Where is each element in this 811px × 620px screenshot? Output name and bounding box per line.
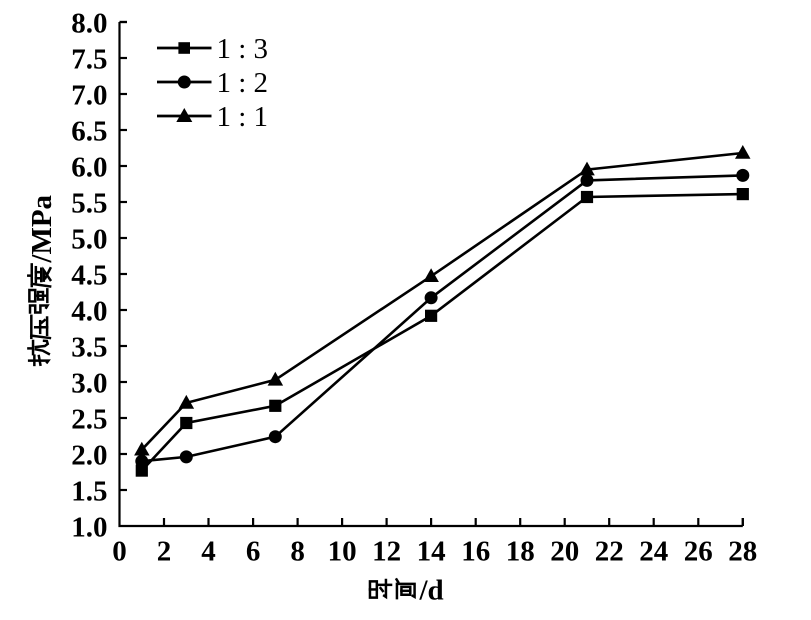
svg-text:1 : 1: 1 : 1 <box>217 101 269 133</box>
svg-text:4.5: 4.5 <box>71 260 107 292</box>
svg-text:20: 20 <box>550 536 579 568</box>
svg-text:7.5: 7.5 <box>71 44 107 76</box>
svg-text:14: 14 <box>417 536 446 568</box>
svg-text:4.0: 4.0 <box>71 296 107 328</box>
svg-text:24: 24 <box>639 536 668 568</box>
svg-text:4: 4 <box>201 536 216 568</box>
svg-text:6: 6 <box>246 536 261 568</box>
svg-text:1 : 2: 1 : 2 <box>217 67 269 99</box>
svg-text:0: 0 <box>112 536 127 568</box>
svg-text:8.0: 8.0 <box>71 8 107 40</box>
svg-text:7.0: 7.0 <box>71 80 107 112</box>
svg-text:2: 2 <box>157 536 172 568</box>
svg-text:16: 16 <box>461 536 490 568</box>
svg-text:1.5: 1.5 <box>71 476 107 508</box>
svg-text:/d: /d <box>419 575 444 607</box>
svg-text:12: 12 <box>372 536 401 568</box>
svg-text:1.0: 1.0 <box>71 512 107 544</box>
svg-text:22: 22 <box>595 536 624 568</box>
svg-text:2.0: 2.0 <box>71 440 107 472</box>
svg-text:28: 28 <box>728 536 757 568</box>
svg-text:3.0: 3.0 <box>71 368 107 400</box>
svg-text:6.5: 6.5 <box>71 116 107 148</box>
svg-text:5.0: 5.0 <box>71 224 107 256</box>
svg-text:6.0: 6.0 <box>71 152 107 184</box>
svg-text:10: 10 <box>328 536 357 568</box>
svg-text:/MPa: /MPa <box>26 194 58 263</box>
svg-text:1 : 3: 1 : 3 <box>217 33 269 65</box>
svg-text:18: 18 <box>506 536 535 568</box>
svg-text:5.5: 5.5 <box>71 188 107 220</box>
svg-text:2.5: 2.5 <box>71 404 107 436</box>
svg-text:26: 26 <box>684 536 713 568</box>
svg-text:8: 8 <box>290 536 305 568</box>
svg-text:3.5: 3.5 <box>71 332 107 364</box>
